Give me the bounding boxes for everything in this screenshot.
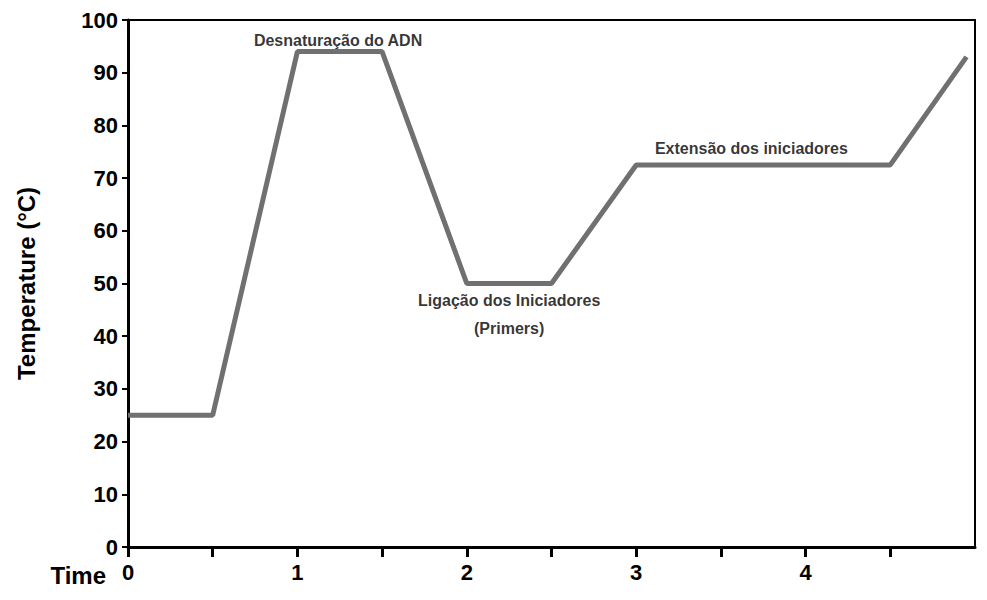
svg-text:30: 30 bbox=[94, 376, 118, 401]
svg-text:40: 40 bbox=[94, 324, 118, 349]
svg-text:0: 0 bbox=[122, 560, 134, 585]
svg-text:Ligação dos Iniciadores: Ligação dos Iniciadores bbox=[418, 292, 600, 309]
svg-text:3: 3 bbox=[630, 560, 642, 585]
svg-text:90: 90 bbox=[94, 60, 118, 85]
svg-text:Time: Time bbox=[50, 562, 106, 589]
svg-text:Temperature (°C): Temperature (°C) bbox=[13, 187, 40, 380]
svg-text:2: 2 bbox=[461, 560, 473, 585]
svg-text:4: 4 bbox=[799, 560, 812, 585]
svg-text:70: 70 bbox=[94, 166, 118, 191]
svg-text:60: 60 bbox=[94, 218, 118, 243]
svg-text:80: 80 bbox=[94, 113, 118, 138]
svg-text:Extensão dos iniciadores: Extensão dos iniciadores bbox=[655, 140, 848, 157]
svg-text:0: 0 bbox=[106, 535, 118, 560]
svg-text:20: 20 bbox=[94, 429, 118, 454]
svg-text:1: 1 bbox=[291, 560, 303, 585]
svg-text:10: 10 bbox=[94, 482, 118, 507]
svg-text:(Primers): (Primers) bbox=[474, 320, 544, 337]
svg-text:Desnaturação do ADN: Desnaturação do ADN bbox=[254, 32, 422, 49]
svg-text:50: 50 bbox=[94, 271, 118, 296]
svg-text:100: 100 bbox=[81, 8, 118, 33]
